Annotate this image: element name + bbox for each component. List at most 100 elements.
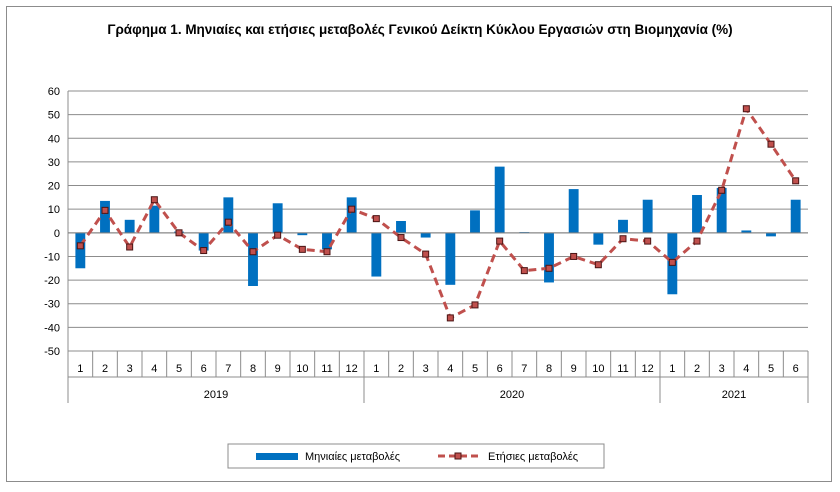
x-tick-label: 3 <box>719 363 725 375</box>
x-tick-label: 6 <box>201 363 207 375</box>
line-marker <box>372 215 380 223</box>
line-marker <box>224 218 232 226</box>
bar <box>470 210 480 233</box>
legend: Μηνιαίες μεταβολές Ετήσιες μεταβολές <box>227 443 605 469</box>
x-tick-labels: 1 2 3 4 5 6 7 8 9 10 11 12 1 2 3 4 5 6 7 8 9 10 11 12 1 2 3 4 5 62019… <box>77 363 798 401</box>
line-marker <box>348 205 356 213</box>
bar <box>297 232 308 236</box>
line-marker <box>520 267 528 275</box>
x-tick-label: 6 <box>793 363 799 375</box>
bar <box>618 219 628 233</box>
x-tick-label: 1 <box>77 363 83 375</box>
line-marker <box>718 186 726 194</box>
bar <box>371 232 382 277</box>
bar <box>642 199 653 233</box>
legend-bar-swatch <box>256 453 298 460</box>
x-tick-label: 9 <box>275 363 281 375</box>
line-marker <box>693 237 701 245</box>
line-marker <box>644 237 652 245</box>
x-tick-label: 7 <box>225 363 231 375</box>
line-marker <box>545 264 553 272</box>
x-tick-label: 6 <box>497 363 503 375</box>
x-tick-label: 10 <box>592 363 604 375</box>
line-marker <box>397 234 405 242</box>
bar <box>544 232 554 283</box>
year-label: 2019 <box>204 389 228 401</box>
x-tick-label: 12 <box>642 363 654 375</box>
line-marker <box>792 177 800 185</box>
line-marker <box>496 237 504 245</box>
bar <box>346 197 357 233</box>
x-tick-label: 3 <box>127 363 133 375</box>
line-marker <box>200 247 208 255</box>
x-tick-label: 4 <box>743 363 749 375</box>
chart-title: Γράφημα 1. Μηνιαίες και ετήσιες μεταβολέ… <box>107 22 733 37</box>
line-marker <box>274 231 282 239</box>
y-tick-label: -30 <box>44 299 60 311</box>
line-marker <box>742 105 750 113</box>
x-tick-label: 4 <box>151 363 157 375</box>
line-marker <box>619 235 627 243</box>
x-tick-label: 2 <box>398 363 404 375</box>
bar <box>445 232 456 285</box>
bar <box>692 195 702 233</box>
line-marker <box>767 140 775 148</box>
bar <box>420 232 431 238</box>
line-marker <box>298 245 306 253</box>
x-tick-label: 5 <box>472 363 478 375</box>
x-tick-label: 4 <box>447 363 453 375</box>
y-tick-label: -50 <box>44 346 60 358</box>
bar <box>741 230 752 233</box>
legend-line-marker <box>454 452 462 460</box>
y-tick-label: 60 <box>48 86 60 98</box>
y-tick-label: 30 <box>48 157 60 169</box>
bar <box>593 232 604 245</box>
bar <box>100 200 110 233</box>
line-marker <box>471 301 479 309</box>
line-marker <box>594 261 602 269</box>
bar <box>223 197 234 233</box>
y-tick-label: 10 <box>48 204 60 216</box>
line-marker <box>76 242 84 250</box>
line-marker <box>446 314 454 322</box>
line-marker <box>175 229 183 237</box>
line-marker <box>249 248 257 256</box>
bar <box>396 221 406 233</box>
bar <box>494 166 505 233</box>
x-tick-label: 12 <box>346 363 358 375</box>
x-tick-label: 2 <box>694 363 700 375</box>
y-tick-label: 50 <box>48 110 60 122</box>
y-tick-label: -10 <box>44 251 60 263</box>
line-marker <box>126 243 134 251</box>
x-tick-label: 11 <box>617 363 628 375</box>
bar <box>790 199 801 233</box>
y-tick-label: 0 <box>54 228 60 240</box>
y-tick-labels: -50 -40 -30 -20 -10 0 10 20 30 40 50 60 <box>44 86 60 358</box>
axes <box>67 91 809 403</box>
bar <box>568 189 579 233</box>
bar <box>716 187 727 233</box>
line-path <box>79 107 797 320</box>
bar <box>322 232 332 250</box>
x-tick-label: 10 <box>296 363 308 375</box>
bar <box>198 232 209 251</box>
line-series <box>76 105 800 322</box>
x-tick-label: 9 <box>571 363 577 375</box>
x-tick-label: 7 <box>521 363 527 375</box>
x-tick-label: 2 <box>102 363 108 375</box>
x-tick-label: 5 <box>768 363 774 375</box>
bar <box>149 205 160 233</box>
line-marker <box>668 258 676 266</box>
legend-bar-label: Μηνιαίες μεταβολές <box>305 451 400 463</box>
y-tick-label: 20 <box>48 181 60 193</box>
x-tick-label: 8 <box>546 363 552 375</box>
x-tick-label: 11 <box>321 363 332 375</box>
x-tick-label: 5 <box>176 363 182 375</box>
year-label: 2021 <box>722 389 746 401</box>
bar <box>124 219 135 233</box>
x-tick-label: 1 <box>669 363 675 375</box>
y-tick-label: 40 <box>48 133 60 145</box>
year-label: 2020 <box>500 389 524 401</box>
x-tick-label: 8 <box>250 363 256 375</box>
